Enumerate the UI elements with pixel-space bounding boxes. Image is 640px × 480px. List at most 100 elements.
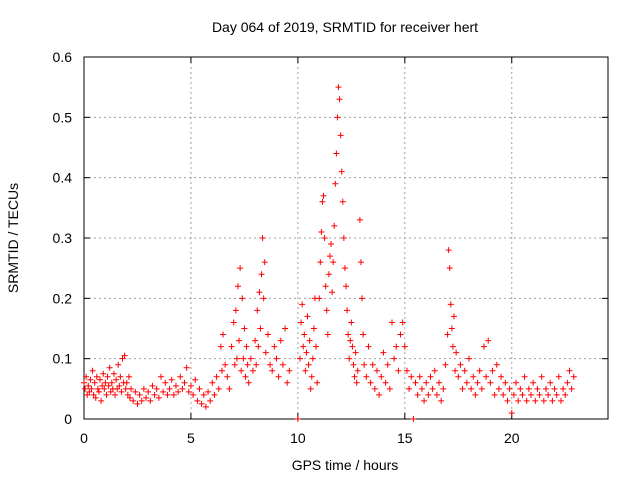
- data-point: [155, 394, 162, 401]
- data-point: [401, 343, 408, 350]
- data-point: [502, 379, 509, 386]
- data-point: [369, 361, 376, 368]
- data-point: [564, 379, 571, 386]
- data-point: [542, 385, 549, 392]
- data-point: [267, 361, 274, 368]
- data-point: [480, 343, 487, 350]
- data-point: [92, 394, 99, 401]
- data-point: [168, 376, 175, 383]
- y-tick-label: 0.4: [53, 170, 73, 186]
- data-point: [340, 235, 347, 241]
- data-point: [453, 349, 460, 356]
- data-point: [310, 325, 317, 332]
- data-point: [198, 400, 205, 407]
- data-point: [461, 367, 468, 374]
- data-point: [256, 289, 263, 296]
- data-point: [335, 84, 342, 91]
- data-point: [87, 376, 94, 383]
- data-point: [85, 382, 92, 389]
- data-point: [282, 325, 289, 332]
- data-point: [209, 379, 216, 386]
- y-tick-label: 0.1: [53, 351, 73, 367]
- data-point: [99, 382, 106, 389]
- data-point: [532, 397, 539, 404]
- data-point: [447, 301, 454, 308]
- y-tick-label: 0.3: [53, 230, 73, 246]
- x-tick-label: 10: [290, 430, 306, 446]
- y-tick-label: 0.6: [53, 49, 73, 65]
- data-point: [100, 370, 107, 377]
- data-point: [551, 385, 558, 392]
- data-point: [337, 132, 344, 139]
- data-point: [217, 343, 224, 350]
- data-point: [297, 355, 304, 362]
- x-axis-label: GPS time / hours: [292, 457, 399, 473]
- data-point: [410, 416, 417, 422]
- data-point: [562, 391, 569, 398]
- data-point: [82, 385, 89, 392]
- data-point: [356, 216, 363, 223]
- data-point: [442, 361, 449, 368]
- data-point: [465, 355, 472, 362]
- data-point: [431, 367, 438, 374]
- data-point: [414, 391, 421, 398]
- data-point: [128, 385, 135, 392]
- data-point: [530, 379, 537, 386]
- data-point: [253, 361, 260, 368]
- data-point: [241, 325, 248, 332]
- data-points: [81, 84, 577, 422]
- data-point: [528, 391, 535, 398]
- data-point: [302, 367, 309, 374]
- data-point: [151, 391, 158, 398]
- data-point: [301, 331, 308, 338]
- data-point: [122, 385, 129, 392]
- data-point: [360, 331, 367, 338]
- data-point: [418, 385, 425, 392]
- data-point: [228, 343, 235, 350]
- data-point: [104, 373, 111, 380]
- data-point: [88, 385, 95, 392]
- data-point: [353, 379, 360, 386]
- data-point: [234, 283, 241, 290]
- data-point: [388, 319, 395, 326]
- data-point: [421, 397, 428, 404]
- data-point: [343, 283, 349, 290]
- data-point: [371, 385, 378, 392]
- data-point: [162, 379, 169, 386]
- x-tick-label: 20: [504, 430, 520, 446]
- data-point: [106, 364, 113, 371]
- data-point: [157, 373, 164, 380]
- data-point: [205, 388, 212, 395]
- data-point: [427, 373, 434, 380]
- data-point: [264, 331, 271, 338]
- data-point: [455, 373, 462, 380]
- data-point: [523, 397, 530, 404]
- data-point: [239, 295, 246, 302]
- y-axis-label: SRMTID / TECUs: [5, 183, 21, 293]
- data-point: [534, 385, 541, 392]
- data-point: [112, 391, 119, 398]
- data-point: [262, 349, 269, 356]
- data-point: [119, 355, 126, 362]
- data-point: [357, 259, 364, 266]
- data-point: [249, 367, 256, 374]
- data-point: [261, 259, 268, 266]
- data-point: [319, 198, 326, 205]
- data-point: [107, 388, 114, 395]
- data-point: [185, 388, 192, 395]
- data-point: [408, 373, 415, 380]
- x-tick-label: 15: [397, 430, 413, 446]
- data-point: [515, 397, 522, 404]
- data-point: [86, 388, 93, 395]
- data-point: [230, 319, 237, 326]
- data-point: [93, 373, 100, 380]
- data-point: [354, 367, 361, 374]
- data-point: [91, 379, 98, 386]
- data-point: [140, 385, 147, 392]
- data-point: [344, 307, 351, 314]
- data-point: [125, 373, 132, 380]
- data-point: [313, 343, 320, 350]
- data-point: [166, 385, 173, 392]
- data-point: [172, 382, 179, 389]
